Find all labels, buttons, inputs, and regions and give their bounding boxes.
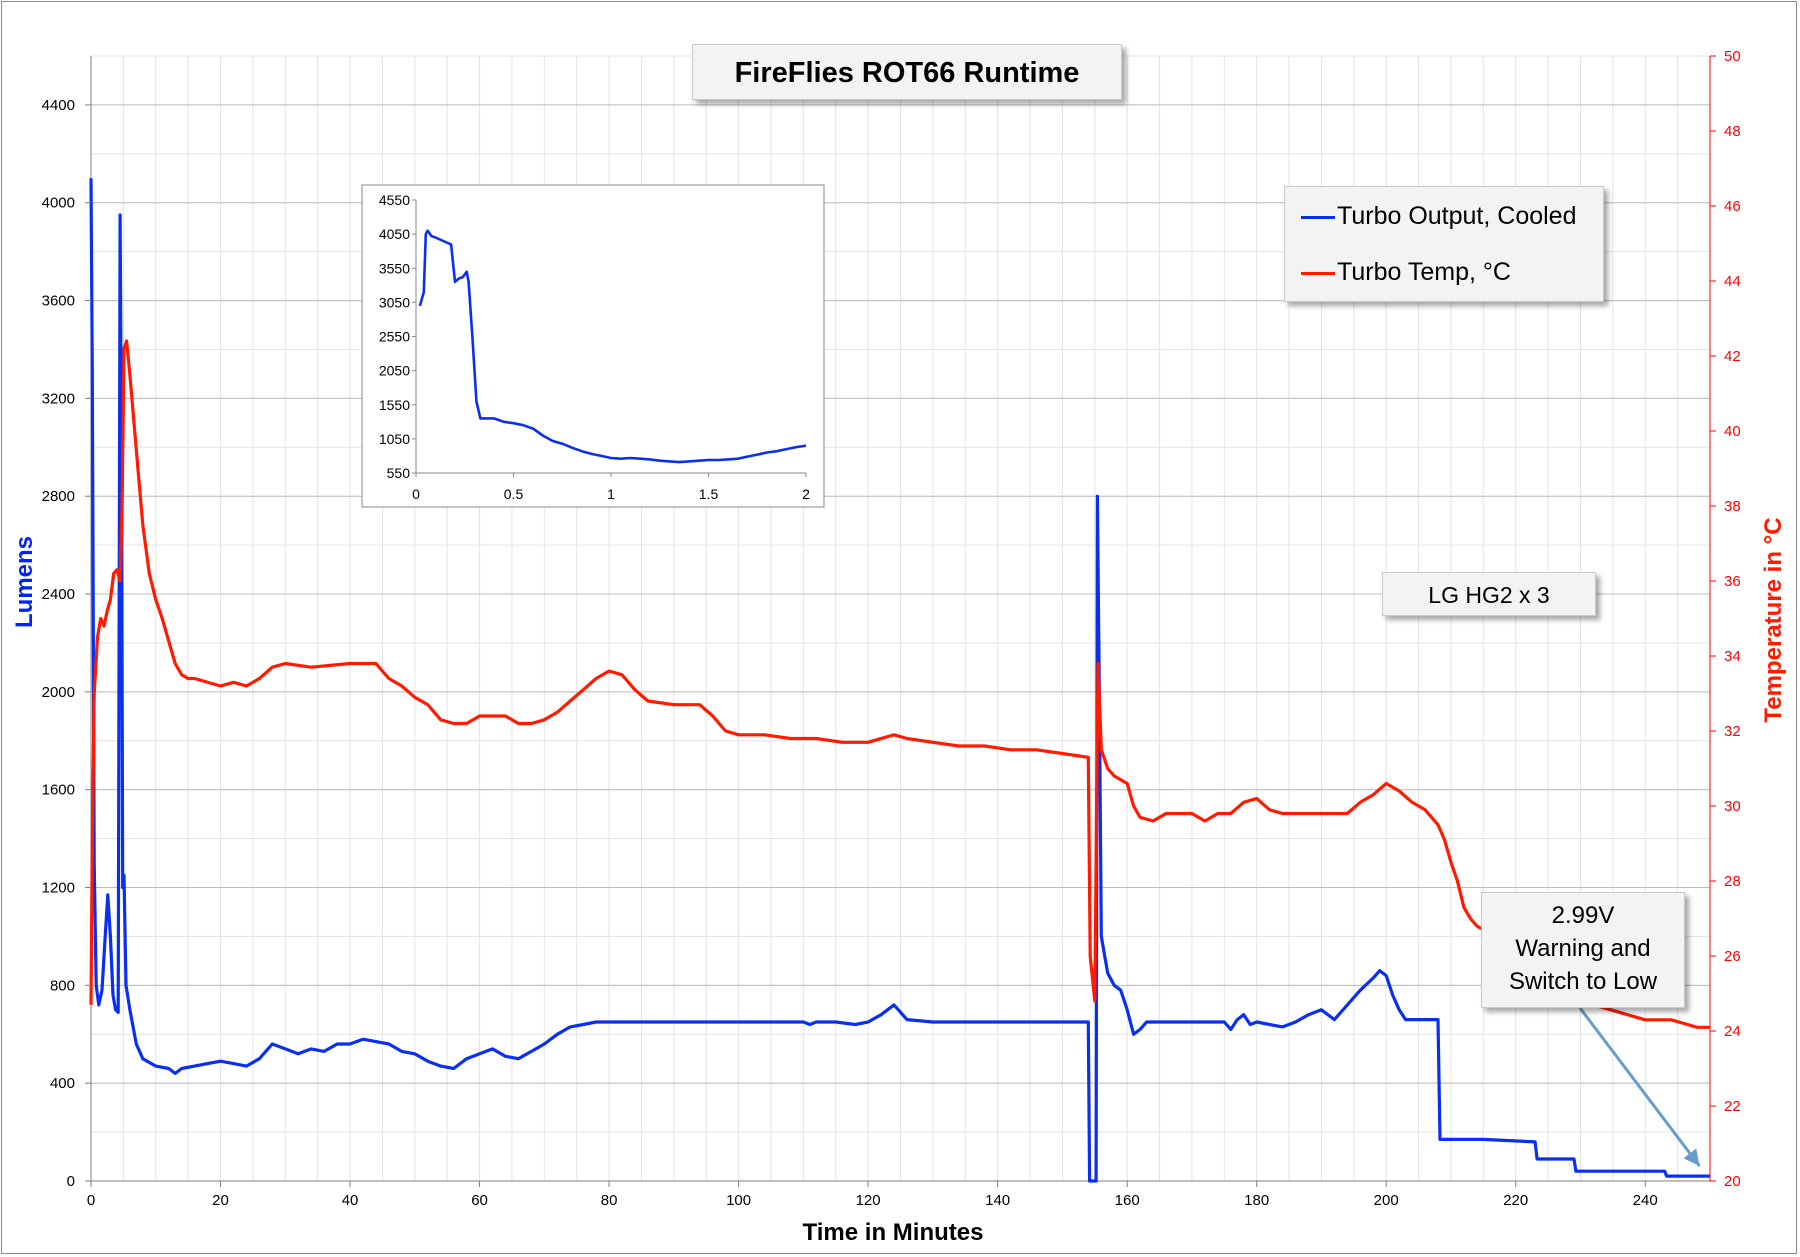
x-tick-label: 140 — [985, 1192, 1010, 1209]
legend-swatch-temp — [1301, 271, 1335, 275]
x-tick-label: 100 — [726, 1192, 751, 1209]
arrow-shaft — [1578, 1007, 1701, 1168]
y-tick-label-left: 1600 — [42, 782, 75, 799]
y-tick-label-left: 4400 — [42, 97, 75, 114]
x-tick-label: 40 — [342, 1192, 359, 1209]
turbo-output-line — [89, 178, 1710, 1183]
inset-y-tick-label: 1550 — [379, 397, 410, 413]
axes: 0 20 40 60 80 100 120 140 160 180 200 220 2400400800… — [42, 48, 1741, 1209]
inset-y-tick-label: 2550 — [379, 329, 410, 345]
x-tick-label: 220 — [1503, 1192, 1528, 1209]
y-axis-title-right: Temperature in °C — [1760, 517, 1787, 722]
legend-item-temp: Turbo Temp, °C — [1301, 257, 1511, 287]
y-tick-label-right: 48 — [1724, 123, 1741, 140]
y-tick-label-left: 2800 — [42, 488, 75, 505]
y-tick-label-right: 46 — [1724, 198, 1741, 215]
warning-line-1: 2.99V — [1551, 902, 1615, 929]
y-tick-label-left: 2000 — [42, 684, 75, 701]
inset-chart: 550 1050 1550 2050 2550 3050 3550 4050 4550 0 0.5 1… — [361, 184, 825, 508]
x-tick-label: 200 — [1374, 1192, 1399, 1209]
y-tick-label-right: 44 — [1724, 273, 1741, 290]
turbo-temp-line — [89, 339, 1710, 1029]
y-tick-label-left: 3600 — [42, 293, 75, 310]
x-tick-label: 160 — [1115, 1192, 1140, 1209]
x-tick-label: 80 — [601, 1192, 618, 1209]
y-tick-label-right: 40 — [1724, 423, 1741, 440]
inset-frame — [361, 184, 825, 508]
chart-title: FireFlies ROT66 Runtime — [692, 44, 1122, 100]
y-tick-label-left: 2400 — [42, 586, 75, 603]
y-tick-label-right: 30 — [1724, 798, 1741, 815]
y-tick-label-left: 400 — [50, 1075, 75, 1092]
y-tick-label-right: 38 — [1724, 498, 1741, 515]
battery-annotation: LG HG2 x 3 — [1382, 572, 1596, 616]
legend: Turbo Output, Cooled Turbo Temp, °C — [1284, 186, 1604, 302]
y-tick-label-right: 26 — [1724, 948, 1741, 965]
y-tick-label-right: 50 — [1724, 48, 1741, 65]
inset-x-tick-label: 2 — [802, 486, 810, 502]
y-tick-label-right: 36 — [1724, 573, 1741, 590]
y-tick-label-right: 42 — [1724, 348, 1741, 365]
y-tick-label-right: 34 — [1724, 648, 1741, 665]
inset-y-tick-label: 3050 — [379, 294, 410, 310]
annotation-arrow — [1578, 1007, 1701, 1168]
legend-label-temp: Turbo Temp, °C — [1337, 258, 1511, 286]
warning-line-2: Warning and — [1515, 935, 1651, 962]
inset-y-tick-label: 4050 — [379, 226, 410, 242]
y-tick-label-left: 3200 — [42, 390, 75, 407]
y-tick-label-left: 1200 — [42, 880, 75, 897]
x-tick-label: 180 — [1244, 1192, 1269, 1209]
x-tick-label: 20 — [212, 1192, 229, 1209]
y-axis-title-left: Lumens — [11, 536, 38, 628]
y-tick-label-left: 0 — [67, 1173, 75, 1190]
y-tick-label-right: 24 — [1724, 1023, 1741, 1040]
y-tick-label-left: 800 — [50, 977, 75, 994]
x-axis-title: Time in Minutes — [803, 1219, 984, 1246]
inset-output-line — [418, 229, 807, 464]
y-tick-label-left: 4000 — [42, 195, 75, 212]
legend-label-output: Turbo Output, Cooled — [1337, 202, 1577, 230]
inset-x-tick-label: 0.5 — [504, 486, 524, 502]
x-tick-label: 0 — [87, 1192, 95, 1209]
x-tick-label: 240 — [1633, 1192, 1658, 1209]
inset-x-tick-label: 0 — [412, 486, 420, 502]
legend-item-output: Turbo Output, Cooled — [1301, 201, 1577, 231]
inset-x-tick-label: 1.5 — [699, 486, 719, 502]
legend-swatch-output — [1301, 215, 1335, 219]
warning-line-3: Switch to Low — [1508, 968, 1658, 995]
y-tick-label-right: 20 — [1724, 1173, 1741, 1190]
arrow-head — [1683, 1148, 1700, 1167]
inset-y-tick-label: 4550 — [379, 192, 410, 208]
inset-y-tick-label: 1050 — [379, 431, 410, 447]
inset-y-tick-label: 2050 — [379, 363, 410, 379]
y-tick-label-right: 28 — [1724, 873, 1741, 890]
x-tick-label: 120 — [856, 1192, 881, 1209]
warning-annotation: 2.99V Warning and Switch to Low — [1481, 892, 1685, 1008]
y-tick-label-right: 22 — [1724, 1098, 1741, 1115]
y-tick-label-right: 32 — [1724, 723, 1741, 740]
series — [89, 178, 1710, 1183]
x-tick-label: 60 — [471, 1192, 488, 1209]
inset-y-tick-label: 550 — [387, 465, 411, 481]
inset-y-tick-label: 3550 — [379, 260, 410, 276]
inset-x-tick-label: 1 — [607, 486, 615, 502]
